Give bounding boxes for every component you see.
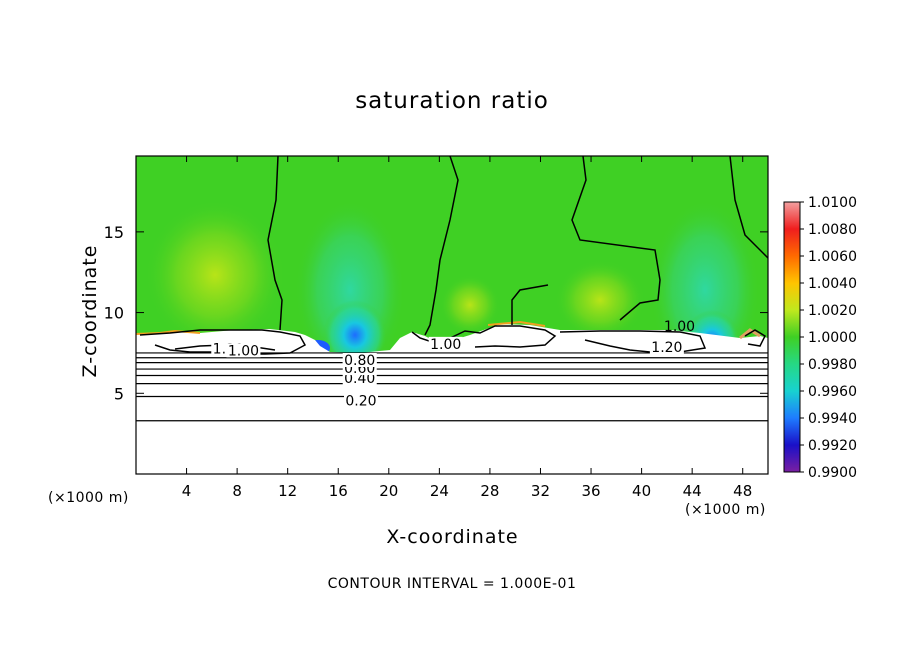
x-tick-label: 8 — [232, 482, 242, 500]
y-tick-label: 10 — [104, 304, 124, 323]
colorbar-label: 1.0080 — [808, 222, 857, 238]
x-axis-label: X-coordinate — [386, 526, 519, 548]
colorbar-segment — [784, 445, 800, 472]
colorbar: 1.0100 1.0080 1.0060 1.0040 1.0020 1.0000 0.99… — [783, 195, 857, 481]
colorbar-label: 1.0100 — [808, 195, 857, 211]
colorbar-label: 1.0060 — [808, 249, 857, 265]
contour-label: 1.00 — [664, 319, 695, 335]
x-tick-label: 32 — [531, 482, 550, 500]
colorbar-segment — [784, 229, 800, 256]
x-tick-label: 44 — [683, 482, 702, 500]
colorbar-segment — [784, 391, 800, 418]
colorbar-segment — [784, 337, 800, 364]
contour-label-bg — [342, 353, 377, 368]
contour-label-bg — [226, 343, 261, 358]
colorbar-label: 1.0020 — [808, 303, 857, 319]
chart-title: saturation ratio — [355, 88, 549, 114]
x-tick-label: 12 — [278, 482, 297, 500]
x-unit-left: (×1000 m) — [48, 490, 129, 506]
contour-interval-note: CONTOUR INTERVAL = 1.000E-01 — [327, 576, 577, 592]
warm-anomaly — [440, 275, 500, 335]
colorbar-segment — [784, 256, 800, 283]
plot-frame — [135, 155, 769, 475]
colorbar-label: 0.9940 — [808, 411, 857, 427]
y-axis-label: Z-coordinate — [79, 244, 101, 378]
contour-label: 0.20 — [345, 393, 376, 409]
x-tick-label: 36 — [581, 482, 600, 500]
x-axis: 4 8 12 16 20 24 28 32 36 40 44 48 — [182, 156, 752, 500]
x-tick-label: 4 — [182, 482, 192, 500]
contour-label-bg — [649, 340, 684, 355]
x-unit-right: (×1000 m) — [685, 502, 766, 518]
colorbar-segment — [784, 202, 800, 229]
colorbar-label: 0.9920 — [808, 438, 857, 454]
colorbar-label: 1.0000 — [808, 330, 857, 346]
x-tick-label: 40 — [632, 482, 651, 500]
warm-anomaly — [145, 200, 285, 350]
contour-labels: 0.200.400.600.801.201.001.001.201.00 — [211, 319, 695, 409]
contour-label-bg — [428, 336, 463, 351]
x-tick-label: 48 — [733, 482, 752, 500]
colorbar-segment — [784, 364, 800, 391]
colorbar-segment — [784, 418, 800, 445]
y-axis: 5 10 15 — [104, 223, 768, 403]
y-tick-label: 5 — [114, 384, 124, 403]
saturated-layer — [136, 324, 768, 474]
x-tick-label: 20 — [379, 482, 398, 500]
colorbar-label: 0.9980 — [808, 357, 857, 373]
y-tick-label: 15 — [104, 223, 124, 242]
warm-anomaly — [555, 260, 645, 340]
contour-label: 1.00 — [228, 343, 259, 359]
x-tick-label: 28 — [480, 482, 499, 500]
contour-label-bg — [343, 393, 378, 408]
x-tick-label: 24 — [430, 482, 449, 500]
colorbar-label: 0.9960 — [808, 384, 857, 400]
colorbar-label: 1.0040 — [808, 276, 857, 292]
contour-label: 0.80 — [344, 353, 375, 369]
contour-label: 1.20 — [651, 340, 682, 356]
colorbar-segment — [784, 283, 800, 310]
colorbar-segment — [784, 310, 800, 337]
plot-field — [136, 156, 768, 474]
contour-label: 1.00 — [430, 337, 461, 353]
x-tick-label: 16 — [329, 482, 348, 500]
colorbar-label: 0.9900 — [808, 465, 857, 481]
